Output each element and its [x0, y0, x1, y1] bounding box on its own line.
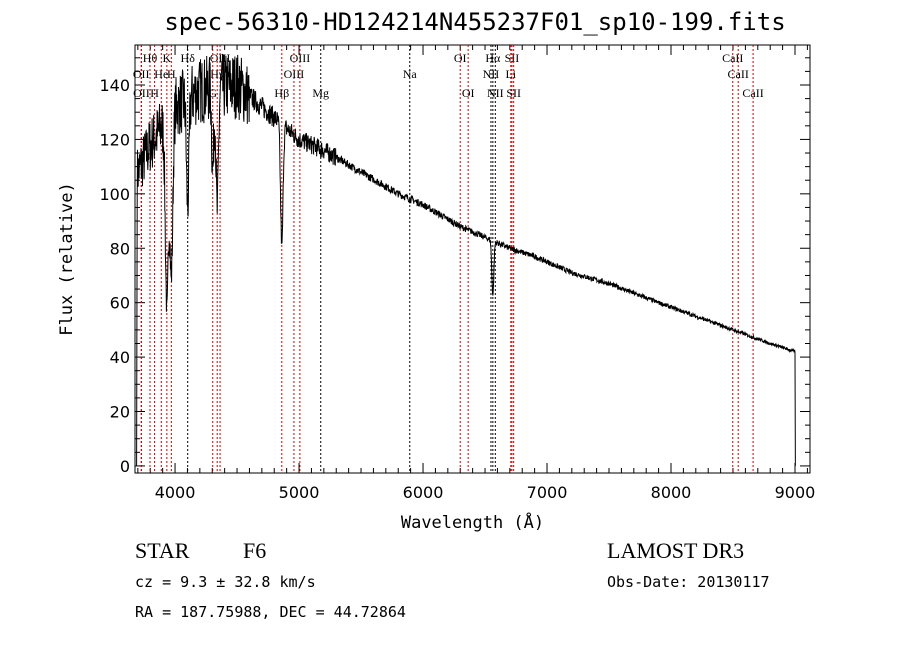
spectral-line-label: H [167, 67, 176, 81]
x-tick-label: 8000 [651, 483, 692, 502]
spectral-line-label: CaII [742, 86, 763, 100]
x-tick-label: 9000 [775, 483, 816, 502]
y-tick-label: 140 [99, 76, 130, 95]
spectral-line-label: OI [454, 51, 467, 65]
y-axis-label: Flux (relative) [57, 182, 77, 336]
survey-label: LAMOST DR3 [607, 538, 745, 563]
x-tick-label: 4000 [155, 483, 196, 502]
obs-date: Obs-Date: 20130117 [607, 573, 770, 591]
y-tick-label: 80 [110, 239, 130, 258]
y-tick-label: 0 [120, 457, 130, 476]
spectral-line-label: SII [506, 86, 521, 100]
y-tick-label: 20 [110, 403, 130, 422]
spectral-line-label: Hβ [274, 86, 289, 100]
x-axis-label: Wavelength (Å) [401, 511, 544, 533]
spectral-line-label: Hθ [143, 51, 158, 65]
spectral-line-label: Mg [312, 86, 329, 100]
spectral-line-label: G [208, 86, 217, 100]
y-tick-label: 60 [110, 294, 130, 313]
spectral-line-label: OI [462, 86, 475, 100]
spectral-line-label: CaII [722, 51, 743, 65]
spectrum-line [136, 53, 796, 466]
spectral-line-label: CaII [728, 67, 749, 81]
spectral-line-label: H [150, 86, 159, 100]
spectral-line-label: OII [133, 86, 150, 100]
y-tick-label: 40 [110, 348, 130, 367]
y-tick-label: 100 [99, 185, 130, 204]
spectral-line-label: Na [403, 67, 418, 81]
x-tick-label: 7000 [527, 483, 568, 502]
x-tick-label: 6000 [403, 483, 444, 502]
spectral-line-label: SII [505, 51, 520, 65]
spectral-line-label: Hδ [181, 51, 196, 65]
spectral-line-label: Hα [485, 51, 501, 65]
spectral-line-label: K [163, 51, 172, 65]
object-class: STAR [135, 538, 190, 563]
coordinates-text: RA = 187.75988, DEC = 44.72864 [135, 603, 406, 621]
subclass: F6 [243, 538, 267, 563]
spectral-line-label: NII [483, 67, 500, 81]
spectral-line-label: OIII [290, 51, 311, 65]
y-tick-label: 120 [99, 130, 130, 149]
redshift-text: cz = 9.3 ± 32.8 km/s [135, 573, 316, 591]
spectral-line-label: OIII [284, 67, 305, 81]
spectral-line-label: He [154, 67, 168, 81]
spectral-line-label: NII [487, 86, 504, 100]
chart-title: spec-56310-HD124214N455237F01_sp10-199.f… [164, 8, 786, 36]
spectral-line-label: Li [505, 67, 516, 81]
x-tick-label: 5000 [279, 483, 320, 502]
